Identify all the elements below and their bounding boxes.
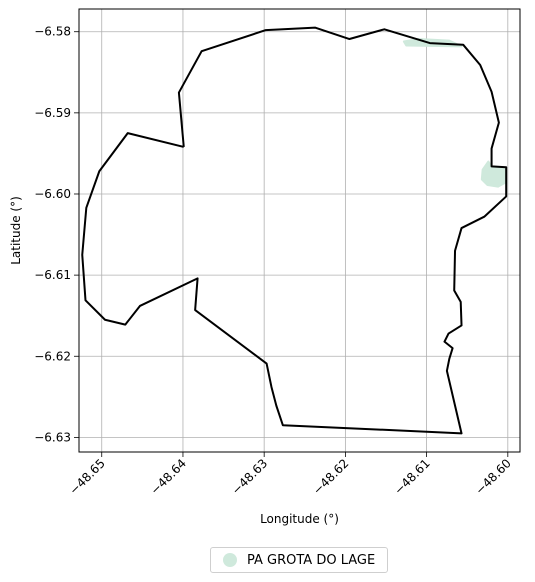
x-axis-ticks: −48.65 −48.64 −48.63 −48.62 −48.61 −48.60: [67, 452, 514, 498]
x-tick-label: −48.64: [148, 456, 189, 497]
legend: PA GROTA DO LAGE: [210, 547, 388, 573]
boundary: [81, 26, 508, 435]
legend-marker: [223, 553, 237, 567]
y-tick-label: −6.63: [34, 430, 71, 444]
y-tick-label: −6.59: [34, 106, 71, 120]
y-tick-label: −6.58: [34, 25, 71, 39]
legend-label: PA GROTA DO LAGE: [247, 552, 376, 568]
y-tick-label: −6.60: [34, 187, 71, 201]
x-tick-label: −48.61: [391, 456, 432, 497]
x-axis-label: Longitude (°): [260, 512, 339, 526]
x-tick-label: −48.62: [310, 456, 351, 497]
plot-frame: [78, 8, 521, 453]
x-tick-label: −48.60: [473, 456, 514, 497]
boundary-line: [81, 26, 508, 435]
y-axis-label: Latitude (°): [9, 196, 23, 265]
grid: [79, 9, 520, 452]
settlement-area-polygon: [480, 160, 507, 188]
y-tick-label: −6.61: [34, 268, 71, 282]
y-tick-label: −6.62: [34, 349, 71, 363]
x-tick-label: −48.65: [67, 456, 108, 497]
y-axis-ticks: −6.58 −6.59 −6.60 −6.61 −6.62 −6.63: [34, 25, 79, 444]
x-tick-label: −48.63: [229, 456, 270, 497]
